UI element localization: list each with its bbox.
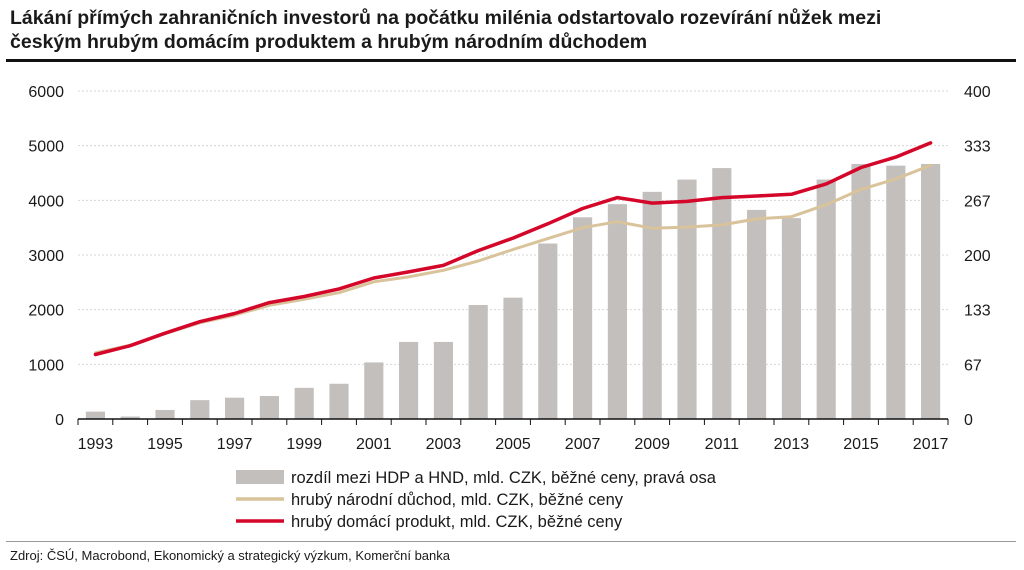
bar-2011 (712, 168, 732, 419)
right-axis-tick-label: 67 (964, 357, 982, 374)
x-axis-tick-label: 1997 (217, 436, 253, 453)
chart-title-line-2: českým hrubým domácím produktem a hrubým… (10, 31, 648, 53)
chart-title-line-1: Lákání přímých zahraničních investorů na… (10, 7, 882, 29)
legend-item: rozdíl mezi HDP a HND, mld. CZK, běžné c… (236, 469, 717, 487)
legend-swatch-bar (236, 470, 284, 484)
legend-item: hrubý domácí produkt, mld. CZK, běžné ce… (236, 513, 623, 531)
x-axis-tick-label: 2009 (634, 436, 670, 453)
bar-2013 (781, 218, 801, 419)
bar-1997 (225, 397, 245, 419)
legend-label: rozdíl mezi HDP a HND, mld. CZK, běžné c… (291, 469, 717, 487)
line-series-gdp (93, 141, 933, 357)
right-axis-tick-label: 200 (964, 248, 991, 265)
bar-2000 (329, 383, 349, 419)
x-axis-tick-label: 2005 (495, 436, 531, 453)
x-axis-tick-label: 2015 (843, 436, 879, 453)
bar-2016 (886, 165, 906, 419)
chart: 0 0 1000 67 2000 133 3000 200 4000 267 5000 333 6000… (28, 84, 990, 531)
bar-2010 (677, 179, 697, 419)
left-axis-tick-label: 4000 (28, 193, 64, 210)
bar-2017 (921, 163, 941, 419)
bar-2014 (816, 179, 836, 419)
legend-item: hrubý národní důchod, mld. CZK, běžné ce… (236, 491, 624, 509)
chart-title: Lákání přímých zahraničních investorů na… (10, 6, 1014, 54)
title-rule (6, 59, 1016, 62)
left-axis-tick-label: 5000 (28, 139, 64, 156)
bar-2007 (573, 217, 593, 419)
gridlines (78, 90, 948, 365)
source-note: Zdroj: ČSÚ, Macrobond, Ekonomický a stra… (10, 548, 450, 563)
left-axis-tick-label: 3000 (28, 248, 64, 265)
bar-2012 (747, 209, 767, 419)
left-axis-tick-label: 0 (55, 412, 64, 429)
left-axis-tick-label: 6000 (28, 84, 64, 101)
bar-2001 (364, 362, 384, 419)
bar-2015 (851, 163, 871, 419)
bar-2003 (433, 341, 453, 419)
left-axis-tick-label: 1000 (28, 357, 64, 374)
x-axis-tick-label: 1995 (147, 436, 183, 453)
bar-2005 (503, 297, 523, 419)
x-axis-tick-label: 2011 (705, 436, 740, 453)
axes: 0 0 1000 67 2000 133 3000 200 4000 267 5000 333 6000… (28, 84, 990, 453)
right-axis-tick-label: 333 (964, 139, 991, 156)
bar-2002 (399, 341, 419, 419)
x-axis-tick-label: 1993 (78, 436, 114, 453)
x-axis-tick-label: 2003 (426, 436, 462, 453)
right-axis-tick-label: 267 (964, 193, 991, 210)
source-rule (6, 541, 1016, 542)
legend-label: hrubý domácí produkt, mld. CZK, běžné ce… (291, 513, 623, 531)
bar-1995 (155, 409, 175, 419)
bar-series (85, 163, 941, 419)
bar-1998 (259, 396, 279, 419)
bar-1994 (120, 416, 140, 419)
right-axis-tick-label: 133 (964, 303, 991, 320)
x-axis-tick-label: 1999 (286, 436, 322, 453)
x-axis-tick-label: 2001 (356, 436, 392, 453)
bar-1999 (294, 387, 314, 419)
bar-1996 (190, 400, 210, 419)
bar-1993 (85, 411, 105, 419)
bar-2006 (538, 243, 558, 419)
legend: rozdíl mezi HDP a HND, mld. CZK, běžné c… (236, 469, 717, 531)
bar-2009 (642, 191, 662, 419)
x-axis-tick-label: 2013 (774, 436, 810, 453)
right-axis-tick-label: 400 (964, 84, 991, 101)
bar-2008 (607, 204, 627, 419)
x-axis-tick-label: 2007 (565, 436, 601, 453)
legend-label: hrubý národní důchod, mld. CZK, běžné ce… (291, 491, 624, 509)
right-axis-tick-label: 0 (964, 412, 973, 429)
bar-2004 (468, 305, 488, 419)
left-axis-tick-label: 2000 (28, 303, 64, 320)
x-axis-tick-label: 2017 (913, 436, 949, 453)
line-series (93, 141, 933, 357)
